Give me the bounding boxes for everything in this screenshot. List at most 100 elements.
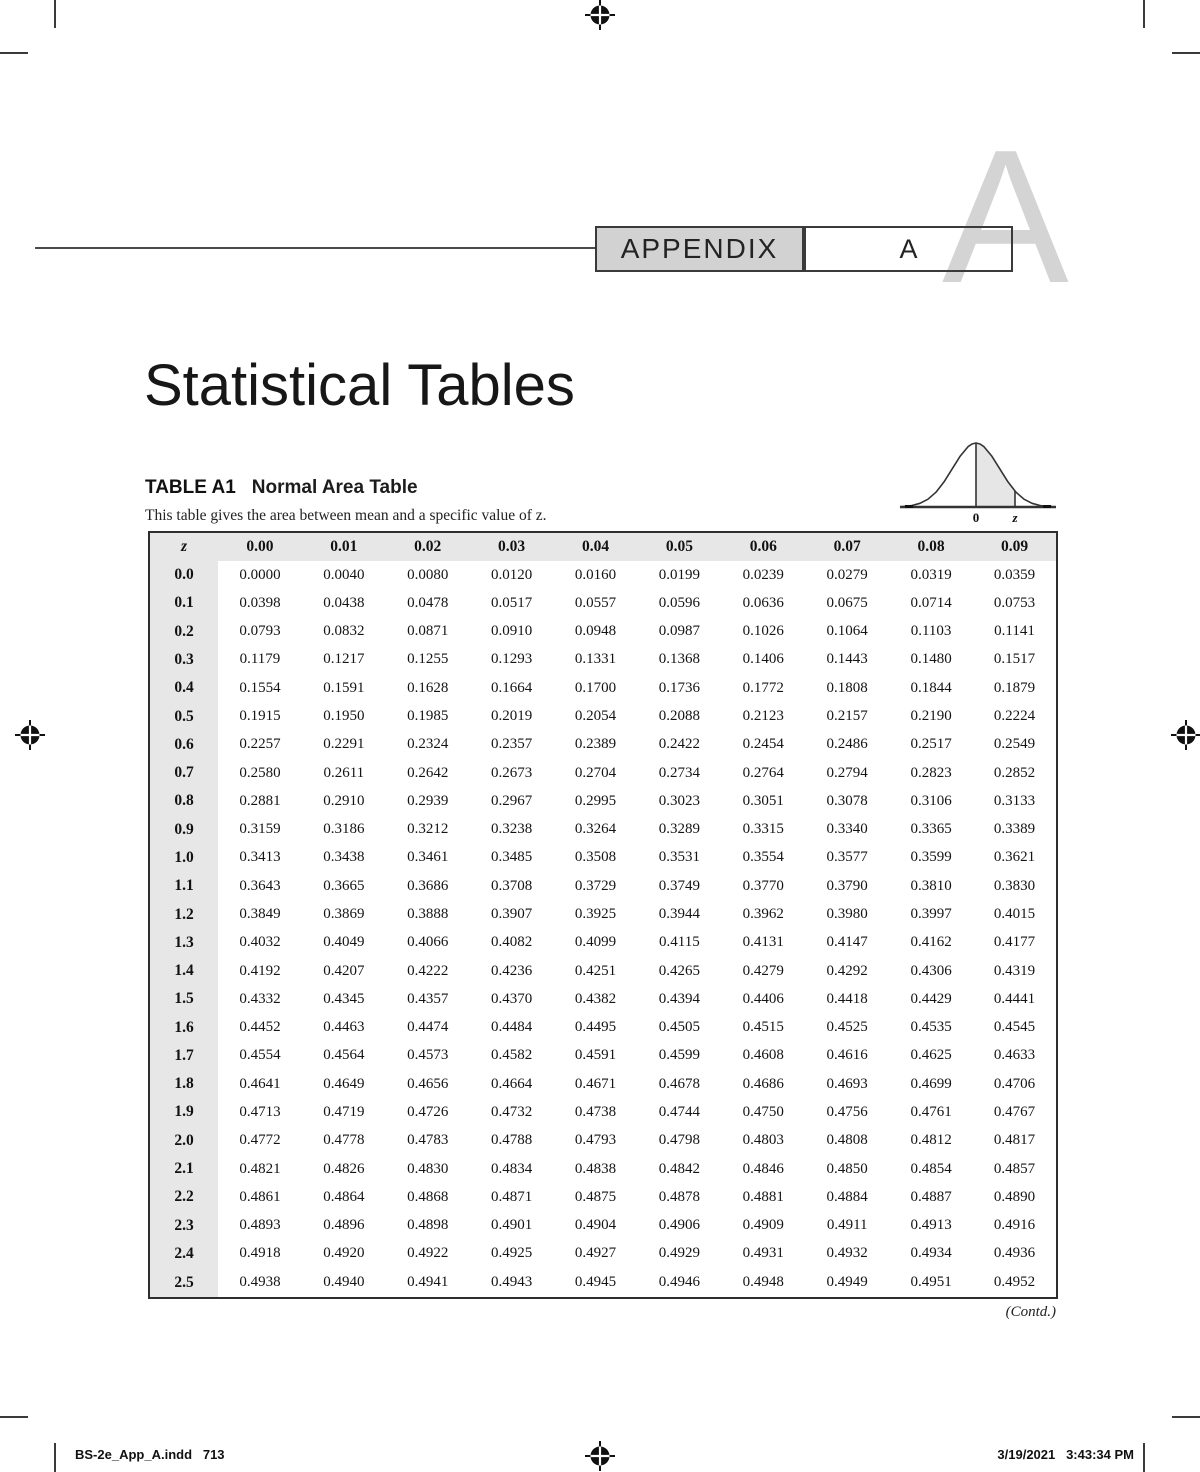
table-cell: 0.4861 (239, 1188, 281, 1205)
table-cell: 0.4793 (574, 1132, 617, 1149)
table-cell: 0.4949 (826, 1274, 868, 1291)
table-cell: 0.2019 (490, 708, 533, 725)
table-cell: 0.4951 (910, 1274, 952, 1291)
table-cell: 0.4222 (407, 962, 449, 979)
table-cell: 0.3849 (239, 906, 281, 923)
table-cell: 0.1628 (407, 679, 449, 696)
table-cell: 0.3577 (826, 849, 868, 866)
table-cell: 0.0675 (826, 594, 868, 611)
table-cell: 0.4918 (239, 1245, 281, 1262)
table-cell: 0.4934 (910, 1245, 952, 1262)
table-cell: 0.3078 (826, 792, 868, 809)
table-cell: 0.3830 (993, 877, 1036, 894)
col-header: 0.09 (973, 532, 1057, 561)
registration-mark-icon (15, 720, 45, 750)
table-cell: 0.2389 (574, 736, 617, 753)
table-cell: 0.4671 (574, 1075, 617, 1092)
table-row: 1.0 0.3413 0.3438 0.3461 0.3485 0.3508 0.3531 0… (149, 843, 1057, 873)
table-cell: 0.3023 (658, 792, 701, 809)
table-cell: 0.3508 (574, 849, 617, 866)
table-cell: 0.4484 (490, 1019, 533, 1036)
table-caption: This table gives the area between mean a… (145, 507, 547, 524)
table-cell: 0.4922 (407, 1245, 449, 1262)
table-cell: 0.4821 (239, 1160, 281, 1177)
table-cell: 0.0636 (742, 594, 784, 611)
row-header-z: 1.4 (149, 956, 218, 986)
table-cell: 0.4772 (239, 1132, 281, 1149)
table-cell: 0.4864 (323, 1188, 365, 1205)
table-cell: 0.0793 (239, 623, 281, 640)
col-header: 0.07 (805, 532, 890, 561)
table-cell: 0.3869 (323, 906, 365, 923)
table-cell: 0.2157 (826, 708, 868, 725)
table-cell: 0.4871 (490, 1188, 533, 1205)
table-row: 0.2 0.0793 0.0832 0.0871 0.0910 0.0948 0.0987 0… (149, 617, 1057, 646)
table-cell: 0.4830 (407, 1160, 449, 1177)
col-header: 0.03 (469, 532, 554, 561)
table-cell: 0.3621 (993, 849, 1036, 866)
table-cell: 0.2939 (407, 792, 449, 809)
table-cell: 0.4418 (826, 990, 868, 1007)
table-cell: 0.4887 (910, 1188, 952, 1205)
table-cell: 0.3340 (826, 821, 868, 838)
table-cell: 0.0040 (323, 566, 365, 583)
table-cell: 0.4857 (993, 1160, 1036, 1177)
table-cell: 0.4761 (910, 1103, 952, 1120)
row-header-z: 2.4 (149, 1239, 218, 1269)
table-cell: 0.4625 (910, 1047, 952, 1064)
page-title: Statistical Tables (144, 353, 575, 418)
row-header-z: 1.7 (149, 1041, 218, 1071)
col-header: 0.04 (553, 532, 638, 561)
col-header: 0.00 (218, 532, 302, 561)
table-cell: 0.3133 (993, 792, 1036, 809)
table-cell: 0.4545 (993, 1019, 1036, 1036)
registration-mark-icon (585, 0, 615, 30)
table-cell: 0.2734 (658, 764, 701, 781)
row-header-z: 0.4 (149, 674, 218, 703)
table-cell: 0.4279 (742, 962, 784, 979)
table-title: Normal Area Table (251, 477, 418, 498)
table-cell: 0.2823 (910, 764, 952, 781)
row-header-z: 2.0 (149, 1126, 218, 1155)
table-cell: 0.3962 (742, 906, 784, 923)
table-cell: 0.4778 (323, 1132, 365, 1149)
table-cell: 0.1103 (910, 623, 952, 640)
table-cell: 0.4515 (742, 1019, 784, 1036)
table-cell: 0.4535 (910, 1019, 952, 1036)
registration-mark-icon (585, 1441, 615, 1471)
table-cell: 0.3485 (490, 849, 533, 866)
table-cell: 0.2422 (658, 736, 701, 753)
table-cell: 0.4896 (323, 1217, 365, 1234)
table-cell: 0.4893 (239, 1217, 281, 1234)
table-cell: 0.3389 (993, 821, 1036, 838)
table-cell: 0.4719 (323, 1103, 365, 1120)
table-cell: 0.4633 (993, 1047, 1036, 1064)
table-cell: 0.1368 (658, 651, 701, 668)
table-cell: 0.0557 (574, 594, 617, 611)
row-header-z: 0.5 (149, 702, 218, 731)
table-cell: 0.4664 (490, 1075, 533, 1092)
table-cell: 0.4925 (490, 1245, 533, 1262)
table-cell: 0.4582 (490, 1047, 533, 1064)
table-cell: 0.3708 (490, 877, 533, 894)
table-cell: 0.3729 (574, 877, 617, 894)
table-cell: 0.4938 (239, 1274, 281, 1291)
table-cell: 0.2910 (323, 792, 365, 809)
table-cell: 0.0120 (490, 566, 533, 583)
table-cell: 0.0910 (490, 623, 533, 640)
table-cell: 0.4345 (323, 990, 365, 1007)
table-cell: 0.4868 (407, 1188, 449, 1205)
table-row: 0.5 0.1915 0.1950 0.1985 0.2019 0.2054 0.2088 0… (149, 702, 1057, 731)
table-header-row: z 0.00 0.01 0.02 0.03 0.04 0.05 0.06 0.07 0.08 0.0… (149, 532, 1057, 561)
table-cell: 0.0160 (574, 566, 617, 583)
table-row: 2.1 0.4821 0.4826 0.4830 0.4834 0.4838 0.4842 0… (149, 1154, 1057, 1184)
col-header-z: z (149, 532, 218, 561)
table-cell: 0.2642 (407, 764, 449, 781)
table-cell: 0.4591 (574, 1047, 617, 1064)
table-cell: 0.4147 (826, 934, 868, 951)
crop-mark-bottom-right-v (1143, 1443, 1145, 1472)
table-row: 0.6 0.2257 0.2291 0.2324 0.2357 0.2389 0.2422 0… (149, 730, 1057, 759)
table-row: 2.4 0.4918 0.4920 0.4922 0.4925 0.4927 0.4929 0… (149, 1239, 1057, 1269)
table-cell: 0.4943 (490, 1274, 533, 1291)
table-cell: 0.0832 (323, 623, 365, 640)
